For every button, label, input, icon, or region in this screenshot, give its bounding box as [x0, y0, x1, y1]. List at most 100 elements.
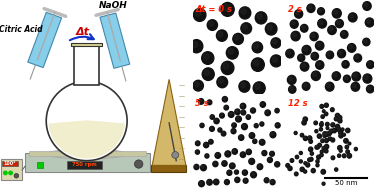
Circle shape — [365, 18, 374, 27]
Circle shape — [329, 129, 333, 133]
Circle shape — [341, 128, 344, 131]
Circle shape — [234, 35, 239, 40]
Circle shape — [270, 132, 276, 138]
Circle shape — [303, 121, 304, 123]
Circle shape — [302, 120, 306, 125]
Circle shape — [341, 31, 348, 38]
Circle shape — [221, 131, 226, 136]
Circle shape — [327, 52, 331, 56]
Circle shape — [338, 154, 341, 157]
Circle shape — [299, 151, 302, 155]
Circle shape — [295, 132, 296, 133]
Circle shape — [251, 109, 254, 111]
Circle shape — [218, 78, 223, 83]
Circle shape — [308, 136, 312, 140]
Circle shape — [222, 97, 227, 102]
Circle shape — [287, 50, 291, 54]
Circle shape — [348, 154, 350, 156]
Circle shape — [322, 182, 325, 185]
Polygon shape — [28, 12, 62, 68]
Circle shape — [241, 23, 252, 34]
Circle shape — [221, 61, 234, 74]
Circle shape — [300, 152, 301, 153]
Text: Δt: Δt — [76, 27, 90, 37]
Circle shape — [223, 162, 225, 164]
Circle shape — [244, 179, 246, 181]
Circle shape — [363, 74, 372, 83]
Circle shape — [266, 23, 277, 35]
Circle shape — [364, 39, 367, 43]
Circle shape — [349, 45, 353, 49]
Circle shape — [309, 137, 310, 139]
Circle shape — [323, 110, 324, 112]
Circle shape — [325, 133, 327, 135]
Circle shape — [242, 111, 244, 113]
Circle shape — [228, 49, 233, 54]
Circle shape — [291, 21, 295, 25]
Circle shape — [324, 132, 325, 134]
Circle shape — [327, 84, 331, 88]
Circle shape — [202, 52, 214, 64]
Circle shape — [325, 113, 327, 114]
Circle shape — [239, 135, 244, 140]
Text: 2 s: 2 s — [288, 5, 301, 14]
Circle shape — [335, 168, 338, 171]
Circle shape — [276, 109, 278, 111]
Circle shape — [270, 152, 273, 154]
Circle shape — [288, 166, 292, 170]
Circle shape — [322, 140, 323, 141]
Circle shape — [254, 124, 258, 128]
Circle shape — [271, 180, 273, 183]
Circle shape — [313, 72, 317, 77]
Circle shape — [275, 108, 279, 113]
Circle shape — [310, 32, 318, 41]
Circle shape — [242, 125, 245, 127]
Circle shape — [302, 45, 311, 55]
Circle shape — [242, 170, 248, 175]
Circle shape — [195, 150, 199, 154]
Circle shape — [300, 133, 304, 137]
Circle shape — [321, 139, 323, 141]
Circle shape — [233, 149, 235, 152]
Circle shape — [192, 42, 198, 47]
Circle shape — [331, 156, 335, 160]
Circle shape — [320, 128, 321, 130]
Circle shape — [292, 33, 297, 37]
Circle shape — [338, 115, 342, 120]
Circle shape — [320, 150, 323, 153]
Circle shape — [272, 57, 277, 62]
Circle shape — [264, 178, 269, 183]
Circle shape — [251, 58, 264, 71]
Circle shape — [304, 170, 307, 173]
Circle shape — [195, 10, 201, 16]
Circle shape — [326, 123, 328, 125]
Circle shape — [324, 149, 328, 153]
Circle shape — [309, 157, 313, 161]
Circle shape — [316, 145, 319, 149]
Circle shape — [209, 126, 214, 131]
FancyBboxPatch shape — [2, 161, 18, 166]
Circle shape — [317, 62, 321, 66]
Circle shape — [236, 116, 241, 122]
Circle shape — [303, 84, 307, 87]
Circle shape — [334, 10, 338, 14]
Circle shape — [199, 181, 205, 187]
Circle shape — [343, 133, 346, 136]
Circle shape — [253, 60, 259, 66]
Circle shape — [301, 64, 306, 67]
Circle shape — [290, 159, 294, 162]
Circle shape — [323, 134, 326, 138]
Circle shape — [251, 108, 255, 113]
Circle shape — [325, 150, 327, 151]
Circle shape — [315, 146, 318, 149]
Circle shape — [9, 171, 12, 175]
Circle shape — [207, 100, 212, 105]
Circle shape — [203, 142, 209, 148]
Circle shape — [275, 163, 278, 165]
Circle shape — [318, 143, 321, 147]
Circle shape — [260, 140, 263, 143]
Circle shape — [331, 139, 333, 140]
Circle shape — [344, 76, 347, 80]
Circle shape — [270, 151, 275, 156]
Circle shape — [221, 2, 234, 16]
